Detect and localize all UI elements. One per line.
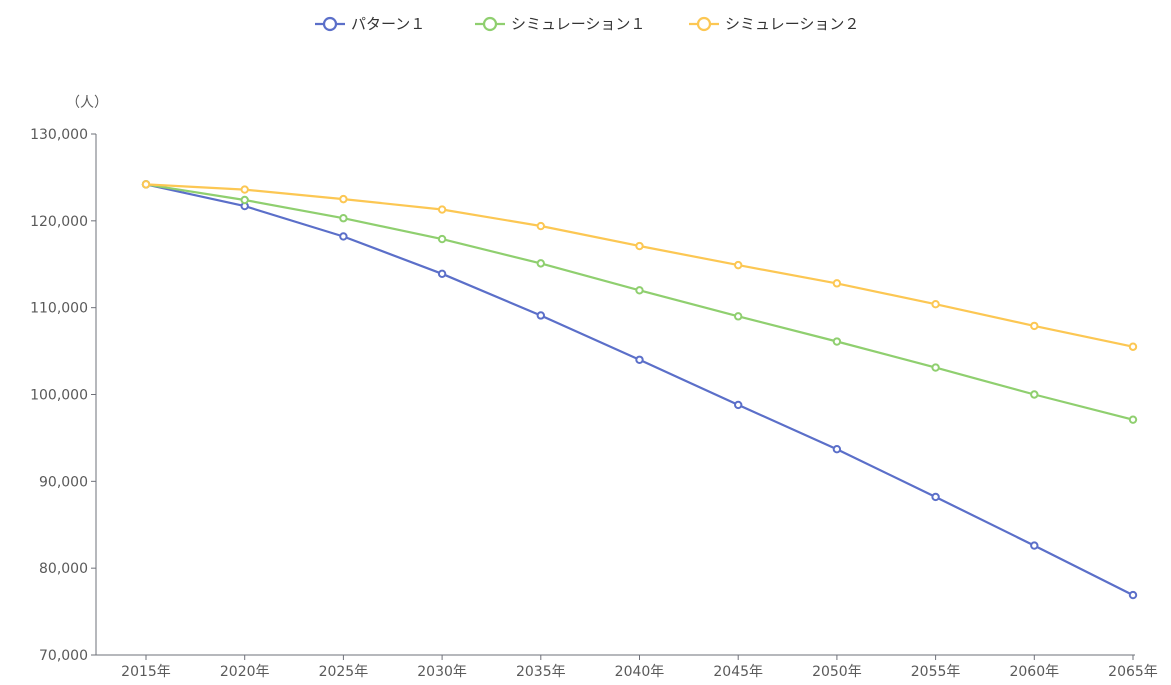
data-point[interactable] — [437, 234, 447, 244]
data-point[interactable] — [1030, 390, 1039, 399]
y-tick-label: 70,000 — [39, 648, 88, 664]
y-tick-label: 130,000 — [30, 127, 88, 143]
data-point[interactable] — [832, 445, 842, 454]
y-tick-label: 80,000 — [39, 561, 88, 577]
data-point[interactable] — [734, 312, 743, 321]
data-point[interactable] — [635, 355, 644, 364]
data-point[interactable] — [931, 492, 940, 502]
x-tick-label: 2025年 — [319, 664, 369, 680]
data-point[interactable] — [339, 232, 348, 241]
y-tick-label: 100,000 — [30, 388, 88, 404]
x-tick-label: 2020年 — [220, 664, 270, 680]
data-point[interactable] — [734, 260, 743, 270]
x-tick-label: 2035年 — [516, 664, 566, 680]
x-tick-label: 2050年 — [812, 664, 862, 680]
data-point[interactable] — [1030, 321, 1039, 331]
data-point[interactable] — [931, 363, 940, 372]
x-tick-label: 2045年 — [713, 664, 763, 680]
chart-legend: パターン１ シミュレーション１ シミュレーション２ — [315, 15, 859, 33]
data-point[interactable] — [240, 195, 249, 205]
series-layer — [141, 180, 1138, 600]
legend-marker-icon — [482, 16, 498, 32]
data-point[interactable] — [437, 269, 447, 279]
x-tick-label: 2065年 — [1108, 664, 1158, 680]
y-axis-unit-label: （人） — [66, 95, 108, 111]
data-point[interactable] — [141, 180, 151, 189]
legend-label: パターン１ — [351, 15, 425, 33]
data-point[interactable] — [734, 400, 743, 410]
series-group — [141, 180, 1138, 351]
legend-item[interactable]: シミュレーション１ — [475, 15, 645, 33]
y-tick-label: 120,000 — [30, 214, 88, 230]
x-tick-label: 2060年 — [1009, 664, 1059, 680]
x-tick-label: 2040年 — [615, 664, 665, 680]
series-group — [141, 180, 1138, 424]
legend-label: シミュレーション２ — [725, 15, 859, 33]
data-point[interactable] — [536, 259, 545, 268]
data-point[interactable] — [240, 185, 249, 194]
data-point[interactable] — [536, 311, 545, 320]
x-tick-label: 2030年 — [417, 664, 467, 680]
y-tick-label: 90,000 — [39, 474, 88, 490]
x-tick-label: 2015年 — [121, 664, 171, 680]
legend-marker-icon — [696, 16, 712, 32]
data-point[interactable] — [339, 194, 348, 204]
data-point[interactable] — [1128, 590, 1138, 600]
data-point[interactable] — [1128, 415, 1138, 424]
data-point[interactable] — [437, 205, 447, 214]
legend-item[interactable]: シミュレーション２ — [689, 15, 859, 33]
series-line — [145, 183, 1134, 421]
data-point[interactable] — [635, 286, 644, 295]
data-point[interactable] — [832, 279, 842, 288]
data-point[interactable] — [536, 221, 545, 231]
chart-axes: 70,000 80,000 90,000 100,000 110,000 120,000 1… — [30, 127, 1158, 680]
data-point[interactable] — [832, 337, 842, 346]
data-point[interactable] — [931, 299, 940, 309]
data-point[interactable] — [1030, 541, 1039, 550]
data-point[interactable] — [635, 241, 644, 251]
data-point[interactable] — [339, 214, 348, 223]
data-point[interactable] — [1128, 342, 1138, 351]
legend-label: シミュレーション１ — [511, 15, 645, 33]
x-tick-label: 2055年 — [911, 664, 961, 680]
legend-marker-icon — [322, 16, 338, 32]
y-tick-label: 110,000 — [30, 301, 88, 317]
legend-item[interactable]: パターン１ — [315, 15, 425, 33]
